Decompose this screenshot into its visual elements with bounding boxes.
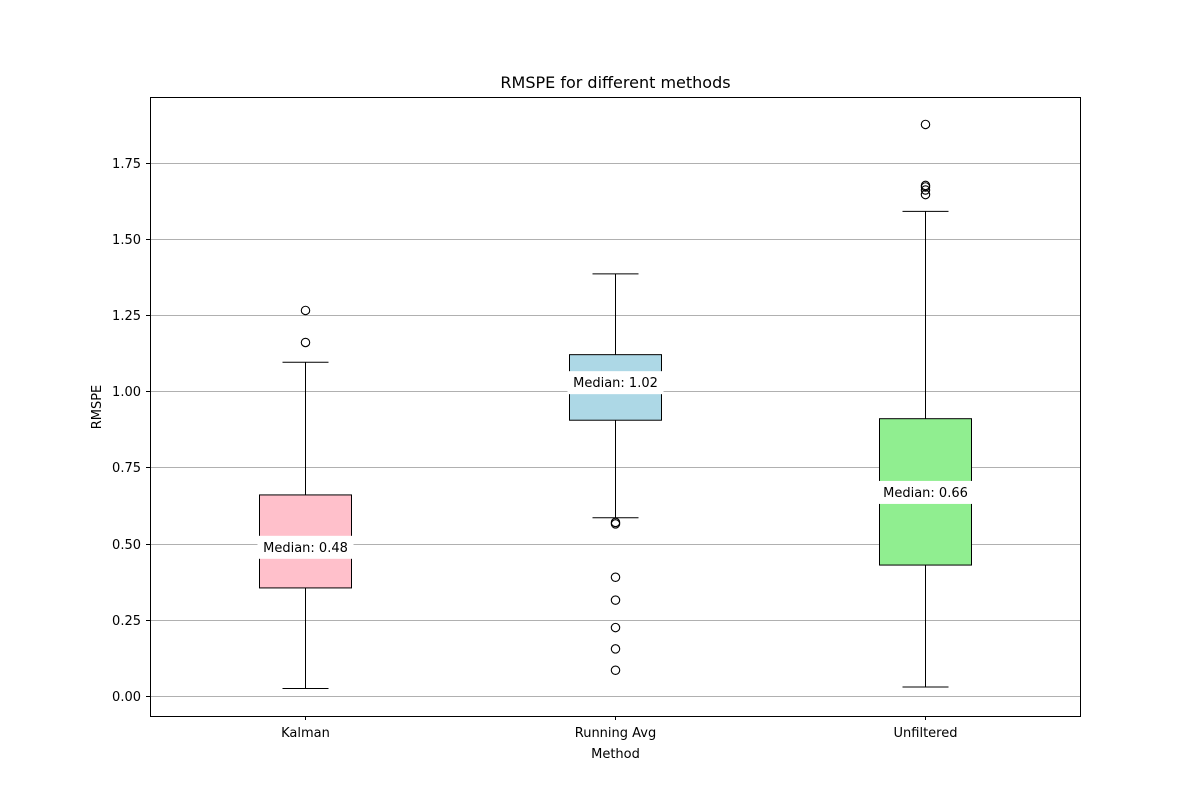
box-group: Median: 1.02 [567, 273, 664, 676]
x-axis-label: Method [591, 747, 640, 762]
box-group: Median: 0.66 [877, 119, 974, 688]
outlier-point [920, 180, 931, 191]
box-group: Median: 0.48 [257, 305, 354, 690]
outlier-point [300, 305, 311, 316]
y-axis-label: RMSPE [90, 385, 105, 430]
median-label: Median: 0.66 [883, 486, 968, 501]
y-tick-label: 0.75 [112, 461, 141, 476]
x-tick-label: Running Avg [575, 726, 656, 741]
outlier-point [610, 622, 621, 633]
median-label-bg [877, 480, 974, 504]
median-label: Median: 1.02 [573, 376, 658, 391]
median-label-bg [567, 371, 664, 395]
median-label-bg [257, 535, 354, 559]
y-tick-label: 0.50 [112, 538, 141, 553]
outlier-point [920, 119, 931, 130]
outlier-point [920, 189, 931, 200]
y-tick-label: 1.75 [112, 157, 141, 172]
outlier-point [610, 665, 621, 676]
y-tick-label: 1.00 [112, 385, 141, 400]
outlier-point [610, 517, 621, 528]
y-tick-label: 0.00 [112, 690, 141, 705]
y-tick-label: 1.50 [112, 233, 141, 248]
outlier-point [610, 595, 621, 605]
outlier-point [300, 337, 311, 348]
outlier-point [610, 644, 621, 654]
y-tick-label: 0.25 [112, 614, 141, 629]
x-axis-ticks: Kalman Running Avg Unfiltered [281, 716, 957, 741]
chart-title: RMSPE for different methods [500, 73, 730, 92]
outlier-point [920, 185, 931, 195]
boxes: Median: 0.48 Median: 1.02 Median: 0.66 [257, 119, 974, 690]
y-tick-label: 1.25 [112, 309, 141, 324]
x-tick-label: Kalman [281, 726, 330, 741]
y-axis-ticks: 0.00 0.25 0.50 0.75 1.00 1.25 1.50 1.75 [112, 157, 150, 705]
outlier-point [610, 572, 621, 583]
x-tick-label: Unfiltered [894, 726, 958, 741]
median-label: Median: 0.48 [263, 541, 348, 556]
